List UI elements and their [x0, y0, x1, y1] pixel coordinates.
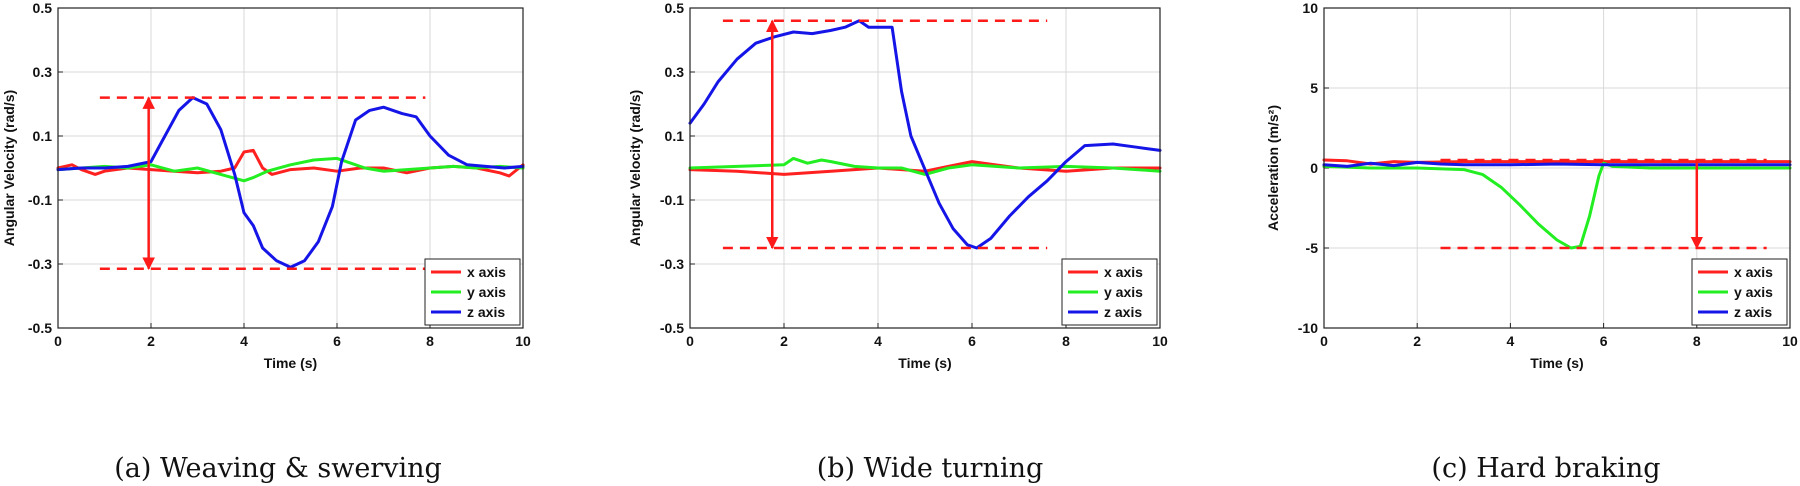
y-axis-label: Angular Velocity (rad/s)	[627, 90, 643, 246]
y-tick-label: 0.5	[665, 0, 685, 16]
x-tick-label: 0	[1320, 333, 1328, 349]
y-tick-label: -0.5	[28, 320, 52, 336]
y-tick-label: 0.1	[665, 128, 685, 144]
y-tick-label: -0.3	[28, 256, 52, 272]
legend-label-x: x axis	[1734, 264, 1773, 280]
legend: x axis y axis z axis	[1062, 259, 1157, 325]
y-tick-label: -0.3	[660, 256, 684, 272]
x-tick-label: 2	[780, 333, 788, 349]
x-tick-label: 0	[54, 333, 62, 349]
x-tick-label: 4	[240, 333, 248, 349]
x-tick-label: 6	[333, 333, 341, 349]
y-axis-label: Acceleration (m/s²)	[1265, 105, 1281, 231]
x-tick-label: 8	[426, 333, 434, 349]
x-axis-label: Time (s)	[264, 355, 317, 371]
legend-label-z: z axis	[1734, 304, 1772, 320]
y-tick-label: -10	[1298, 320, 1318, 336]
panel-caption: (b) Wide turning	[817, 453, 1044, 484]
legend-label-x: x axis	[1104, 264, 1143, 280]
x-tick-label: 4	[874, 333, 882, 349]
y-tick-label: 0.5	[33, 0, 53, 16]
legend-label-y: y axis	[1734, 284, 1773, 300]
x-tick-label: 10	[1152, 333, 1168, 349]
panel-caption: (a) Weaving & swerving	[114, 453, 442, 484]
y-tick-label: 5	[1310, 80, 1318, 96]
chart-panel-3: 0 2 4 6 8 10 -10 -5 0 5 10 Time (s) Acceleration (m/…	[1265, 0, 1798, 484]
chart-panel-1: 0 2 4 6 8 10 -0.5 -0.3 -0.1 0.1 0.3 0.5 Time (s) Angu…	[1, 0, 531, 484]
y-tick-label: -0.1	[28, 192, 52, 208]
legend: x axis y axis z axis	[1692, 259, 1787, 325]
x-tick-label: 0	[686, 333, 694, 349]
legend-label-z: z axis	[467, 304, 505, 320]
legend-label-z: z axis	[1104, 304, 1142, 320]
legend-label-y: y axis	[467, 284, 506, 300]
x-tick-label: 4	[1507, 333, 1515, 349]
y-tick-label: -0.1	[660, 192, 684, 208]
x-tick-label: 10	[1782, 333, 1798, 349]
legend-label-x: x axis	[467, 264, 506, 280]
y-tick-label: -0.5	[660, 320, 684, 336]
panel-caption: (c) Hard braking	[1431, 453, 1660, 484]
x-axis-label: Time (s)	[1530, 355, 1583, 371]
y-tick-label: -5	[1306, 240, 1319, 256]
x-tick-label: 10	[515, 333, 531, 349]
y-tick-label: 0.3	[665, 64, 685, 80]
x-axis-label: Time (s)	[898, 355, 951, 371]
y-tick-label: 0.1	[33, 128, 53, 144]
x-tick-label: 2	[1413, 333, 1421, 349]
x-tick-label: 8	[1062, 333, 1070, 349]
legend: x axis y axis z axis	[425, 259, 520, 325]
x-tick-label: 6	[968, 333, 976, 349]
x-tick-label: 6	[1600, 333, 1608, 349]
y-tick-label: 0	[1310, 160, 1318, 176]
y-tick-label: 10	[1302, 0, 1318, 16]
x-tick-label: 2	[147, 333, 155, 349]
y-tick-label: 0.3	[33, 64, 53, 80]
chart-panel-2: 0 2 4 6 8 10 -0.5 -0.3 -0.1 0.1 0.3 0.5 Time (s) Angu…	[627, 0, 1168, 484]
x-tick-label: 8	[1693, 333, 1701, 349]
y-axis-label: Angular Velocity (rad/s)	[1, 90, 17, 246]
legend-label-y: y axis	[1104, 284, 1143, 300]
